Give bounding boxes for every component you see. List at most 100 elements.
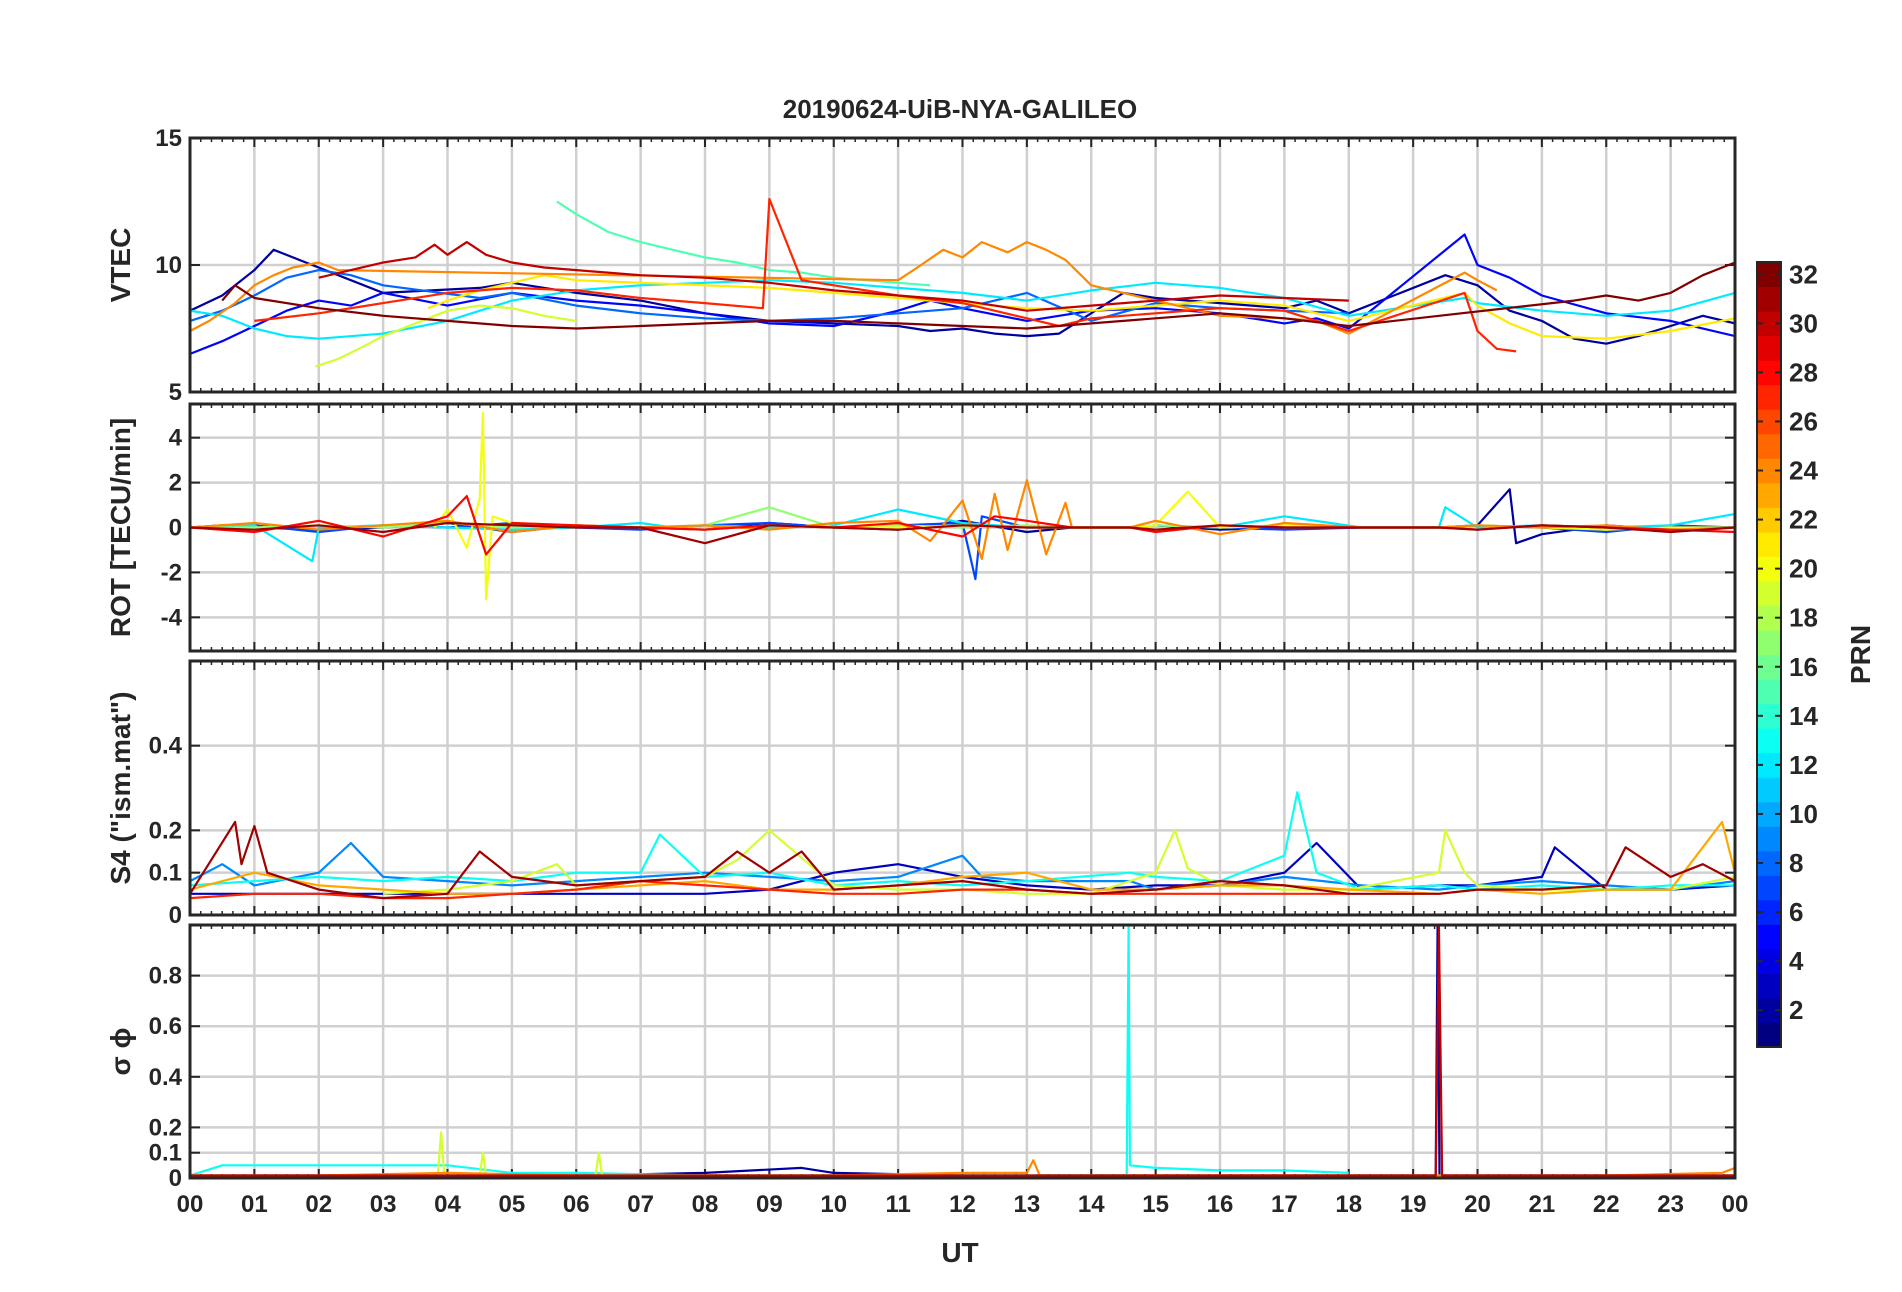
x-tick-label: 11 [885, 1191, 910, 1218]
x-tick-label: 19 [1400, 1191, 1427, 1218]
x-tick-label: 12 [949, 1191, 976, 1218]
series-line-prn-30 [318, 241, 1349, 312]
colorbar-frame [1756, 261, 1782, 1048]
colorbar-tick-label: 16 [1789, 652, 1818, 682]
y-tick-label: 0 [169, 515, 182, 542]
series-line-prn-32 [221, 261, 1735, 330]
colorbar-swatch [1757, 335, 1781, 361]
colorbar-label: PRN [1845, 625, 1876, 684]
x-tick-labels: 00 01 02 03 04 05 06 07 08 09 10 11 12 13 14 15 16 17 18 19… [177, 1191, 1749, 1218]
series-line-prn-13 [190, 791, 1735, 891]
colorbar-tick-label: 14 [1789, 701, 1818, 731]
x-tick-label: 23 [1657, 1191, 1684, 1218]
x-tick-label: 14 [1078, 1191, 1105, 1218]
colorbar-tick-label: 32 [1789, 259, 1818, 289]
x-tick-label: 02 [305, 1191, 332, 1218]
y-tick-label: -2 [161, 559, 182, 586]
x-tick-label: 20 [1464, 1191, 1491, 1218]
y-axis-label: ROT [TECU/min] [105, 418, 136, 637]
colorbar-tick-label: 22 [1789, 505, 1818, 535]
x-tick-label: 09 [756, 1191, 783, 1218]
x-tick-label: 03 [370, 1191, 397, 1218]
colorbar-swatch [1757, 286, 1781, 312]
series-line-prn-9 [190, 841, 1735, 891]
y-tick-label: 0.8 [149, 963, 182, 990]
x-tick-label: 15 [1142, 1191, 1169, 1218]
colorbar-tick-label: 10 [1789, 799, 1818, 829]
panel-frame [188, 659, 1737, 917]
y-tick-label: 0.4 [149, 733, 183, 760]
colorbar-swatch [1757, 777, 1781, 803]
colorbar-tick-label: 2 [1789, 995, 1803, 1025]
colorbar-swatch [1757, 728, 1781, 754]
series-line-prn-2 [190, 248, 1735, 345]
y-axis-label: σ ϕ [105, 1028, 136, 1076]
panel-frame [188, 923, 1737, 1180]
y-tick-label: 0 [169, 1165, 182, 1192]
chart-title: 20190624-UiB-NYA-GALILEO [783, 94, 1138, 124]
y-tick-label: 4 [169, 425, 183, 452]
series-line-prn-21 [427, 274, 1735, 340]
y-tick-label: 0.2 [149, 1114, 182, 1141]
y-tick-label: 0.6 [149, 1013, 182, 1040]
panel-frame [188, 136, 1737, 394]
colorbar-tick-label: 18 [1789, 603, 1818, 633]
colorbar-swatch [1757, 1022, 1781, 1048]
x-tick-label: 13 [1014, 1191, 1041, 1218]
x-tick-label: 04 [434, 1191, 461, 1218]
series-line-prn-30 [190, 925, 1735, 1177]
y-tick-label: 15 [155, 125, 182, 152]
series-group [190, 791, 1735, 900]
colorbar-tick-label: 8 [1789, 848, 1803, 878]
y-tick-label: 0.4 [149, 1064, 183, 1091]
x-tick-label: 00 [177, 1191, 204, 1218]
x-tick-label: 05 [499, 1191, 526, 1218]
panel-rot: -4 -2 0 2 4 ROT [TECU/min] [105, 402, 1737, 653]
colorbar-tick-label: 28 [1789, 357, 1818, 387]
y-axis-label: VTEC [105, 228, 136, 303]
y-tick-label: 0 [169, 902, 182, 929]
series-line-prn-8 [190, 269, 1349, 322]
x-tick-label: 06 [563, 1191, 590, 1218]
colorbar-tick-label: 30 [1789, 308, 1818, 338]
series-group [190, 411, 1735, 601]
y-tick-label: 2 [169, 470, 182, 497]
colorbar-tick-label: 24 [1789, 456, 1818, 486]
y-tick-label: 10 [155, 252, 182, 279]
series-line-prn-31 [190, 521, 1735, 545]
y-tick-label: 0.1 [149, 860, 182, 887]
colorbar-swatch [1757, 973, 1781, 999]
series-line-prn-31 [190, 820, 1735, 900]
colorbar-swatch [1757, 384, 1781, 410]
x-tick-label: 22 [1593, 1191, 1620, 1218]
series-group [190, 925, 1735, 1177]
colorbar-swatch [1757, 875, 1781, 901]
colorbar-swatch [1757, 826, 1781, 852]
x-tick-label: 17 [1271, 1191, 1298, 1218]
series-line-prn-23 [190, 820, 1735, 895]
colorbar-swatch [1757, 580, 1781, 607]
colorbar-tick-label: 4 [1789, 946, 1804, 976]
x-tick-label: 07 [627, 1191, 654, 1218]
x-tick-label: 16 [1207, 1191, 1234, 1218]
x-tick-label: 18 [1335, 1191, 1362, 1218]
colorbar-swatch [1757, 531, 1781, 557]
x-tick-label: 10 [820, 1191, 847, 1218]
colorbar-swatch [1757, 433, 1781, 459]
colorbar-swatch [1757, 629, 1781, 656]
series-group [190, 197, 1735, 368]
colorbar-swatch [1757, 679, 1781, 705]
y-tick-label: 0.1 [149, 1140, 182, 1167]
x-tick-label: 21 [1529, 1191, 1556, 1218]
x-tick-label: 08 [692, 1191, 719, 1218]
series-line-prn-19 [315, 304, 577, 368]
colorbar-swatch [1757, 482, 1781, 508]
colorbar-tick-label: 6 [1789, 897, 1803, 927]
y-axis-label: S4 ("ism.mat") [105, 691, 136, 884]
colorbar-tick-label: 20 [1789, 554, 1818, 584]
colorbar-swatch [1757, 924, 1781, 950]
